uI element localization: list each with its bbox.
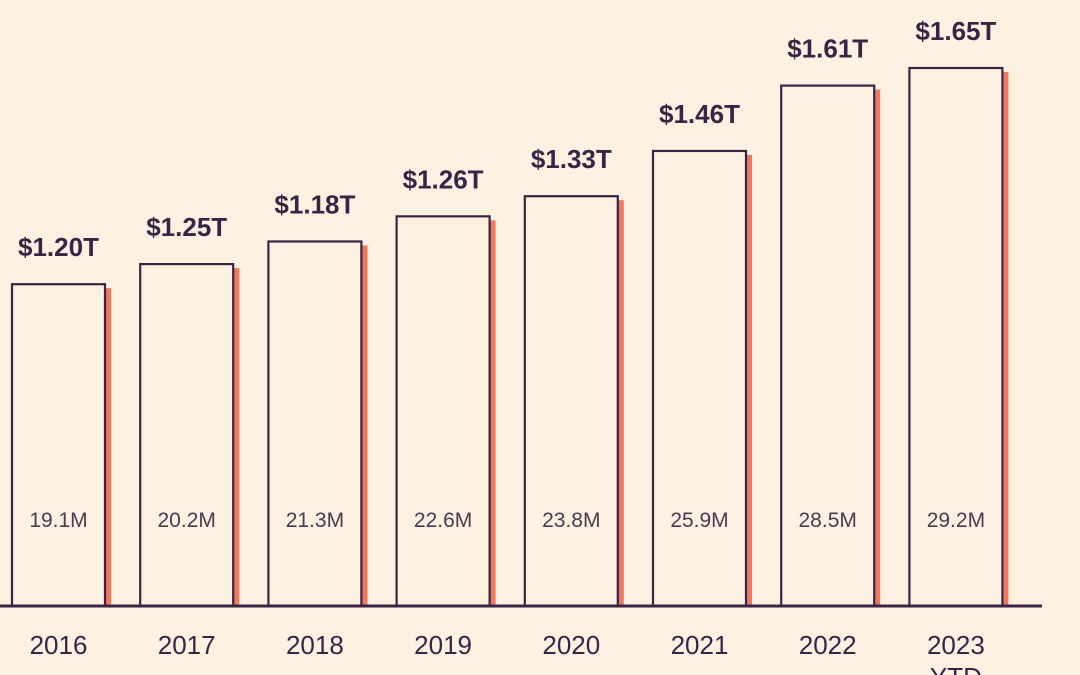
bar-2018 xyxy=(267,240,363,608)
count-label-2019: 22.6M xyxy=(414,509,472,532)
bar-2020 xyxy=(523,195,619,608)
count-label-2023: 29.2M xyxy=(927,509,985,532)
bar-2016 xyxy=(10,283,107,608)
count-label-2022: 28.5M xyxy=(799,509,857,532)
x-tick-label-2018: 2018 xyxy=(286,630,344,660)
bar-2021 xyxy=(651,149,748,608)
value-label-2017: $1.25T xyxy=(146,212,227,242)
bar-2017 xyxy=(139,262,235,608)
x-tick-label-2017: 2017 xyxy=(158,630,216,660)
x-tick-label-2019: 2019 xyxy=(414,630,472,660)
value-label-2019: $1.26T xyxy=(403,164,484,194)
x-axis-ticks: 2016 2017 2018 2019 2020 2021 2022 2023 YTD xyxy=(30,630,985,675)
bar-2019 xyxy=(395,215,491,608)
count-label-2021: 25.9M xyxy=(670,509,728,532)
bar-2022 xyxy=(780,84,876,608)
value-label-2021: $1.46T xyxy=(659,99,740,129)
x-tick-label-2023: 2023 xyxy=(927,630,985,660)
x-tick-label-2021: 2021 xyxy=(671,630,729,660)
value-label-2020: $1.33T xyxy=(531,144,612,174)
count-label-2018: 21.3M xyxy=(286,509,344,532)
x-tick-label-2016: 2016 xyxy=(30,630,88,660)
value-label-2016: $1.20T xyxy=(18,232,99,262)
x-tick-sublabel-2023: YTD xyxy=(930,662,982,675)
bars-group: $1.20T 19.1M $1.25T 20.2M $1.18T 21.3M $1.26T 2… xyxy=(10,16,1009,608)
value-label-2023: $1.65T xyxy=(915,16,996,46)
x-tick-label-2022: 2022 xyxy=(799,630,857,660)
x-tick-label-2020: 2020 xyxy=(542,630,600,660)
count-label-2020: 23.8M xyxy=(542,509,600,532)
count-label-2016: 19.1M xyxy=(29,509,87,532)
count-label-2017: 20.2M xyxy=(158,509,216,532)
value-label-2018: $1.18T xyxy=(274,189,355,219)
value-label-2022: $1.61T xyxy=(787,34,868,64)
bar-2023 xyxy=(908,66,1004,608)
